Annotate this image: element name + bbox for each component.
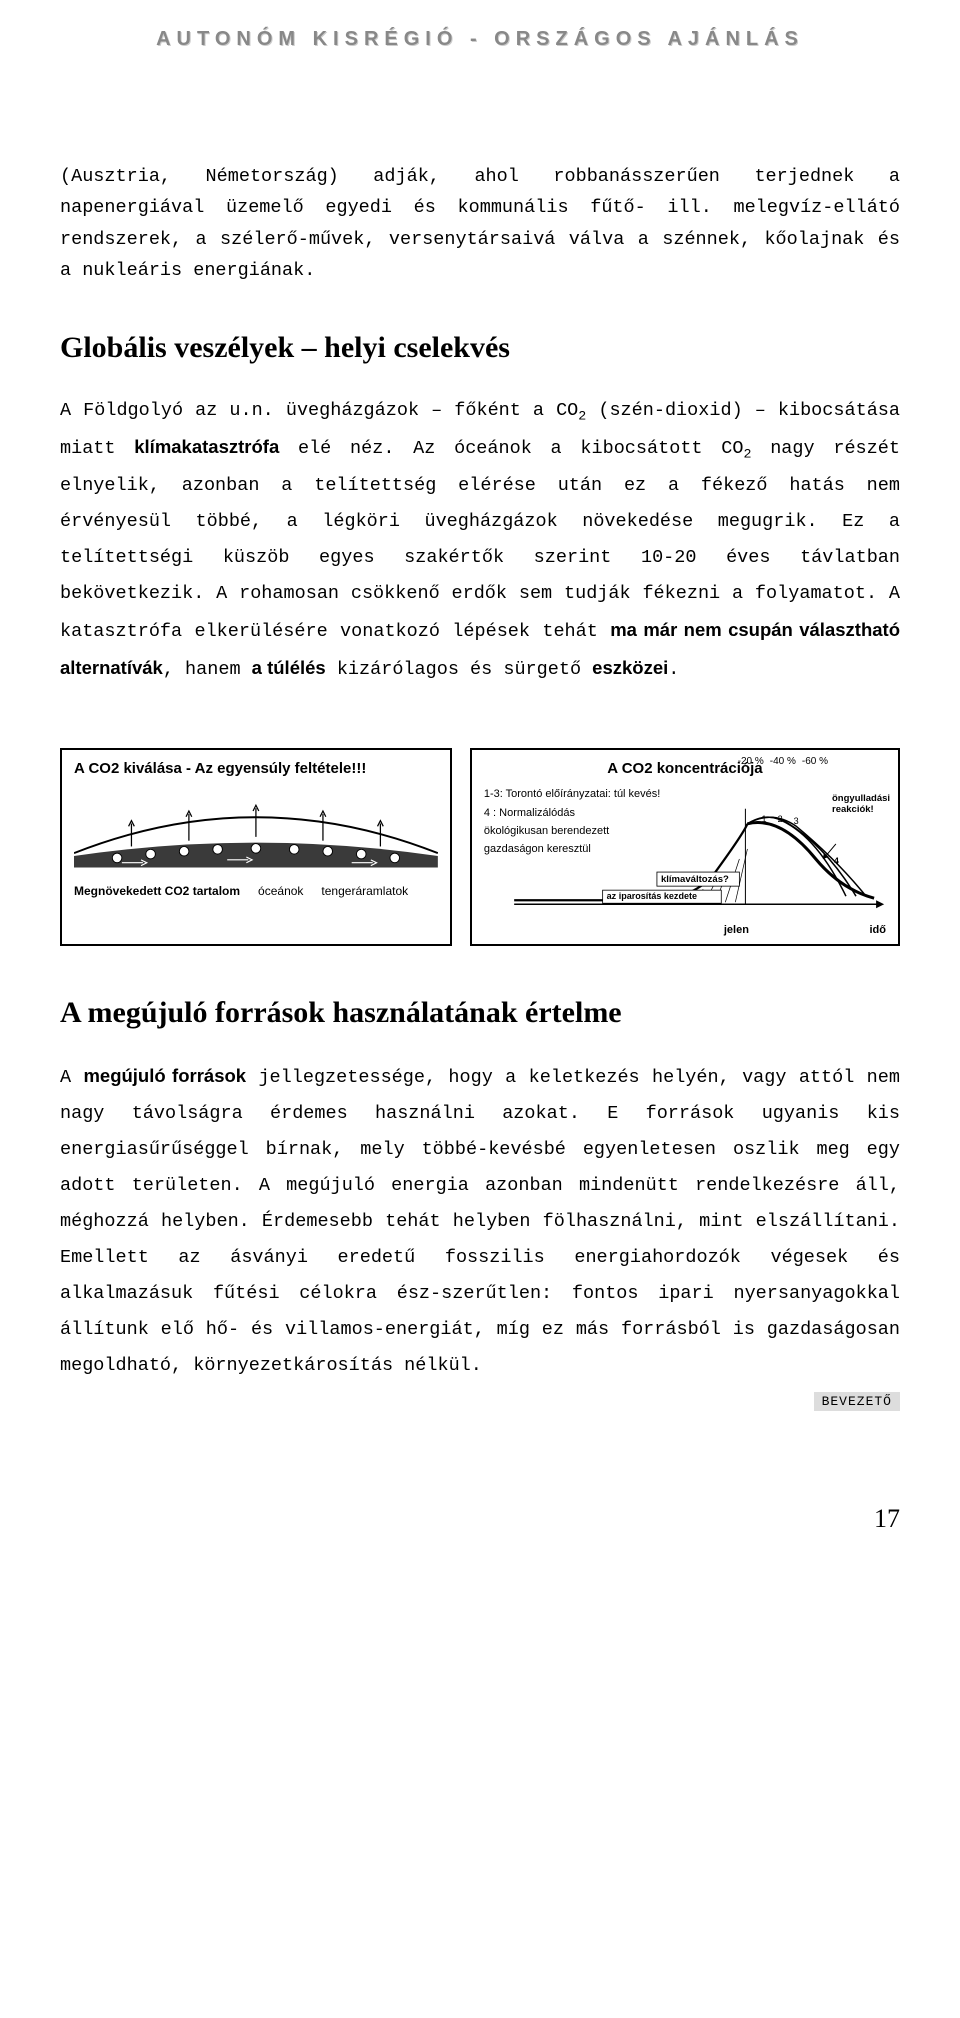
bold: a túlélés [252, 657, 326, 678]
bold: klímakatasztrófa [134, 436, 279, 457]
n1: 1 [761, 813, 766, 823]
x-axis-labels: jelen idő [484, 924, 886, 936]
heading-renewable: A megújuló források használatának értelm… [60, 996, 900, 1030]
ongy: öngyulladási reakciók! [832, 794, 890, 815]
bold: eszközei [592, 657, 668, 678]
pct: -20 % [738, 756, 764, 767]
text: A Földgolyó az u.n. üvegházgázok – főkén… [60, 400, 578, 421]
xlab2: idő [870, 924, 887, 936]
n4: 4 [834, 856, 839, 866]
legend-3: tengeráramlatok [321, 884, 408, 898]
footer-tag: BEVEZETŐ [814, 1392, 900, 1411]
diagram-right: A CO2 koncentrációja -20 % -40 % -60 % 1… [470, 748, 900, 945]
diagram-left-title: A CO2 kiválása - Az egyensúly feltétele!… [74, 760, 438, 777]
n3: 3 [794, 815, 799, 825]
page-number: 17 [60, 1504, 900, 1534]
diagram-row: A CO2 kiválása - Az egyensúly feltétele!… [60, 748, 900, 945]
text: , hanem [163, 659, 252, 680]
text: kizárólagos és sürgető [326, 659, 592, 680]
ongy2: reakciók! [832, 804, 874, 815]
intro-paragraph: (Ausztria, Németország) adják, ahol robb… [60, 161, 900, 287]
ipar: az iparosítás kezdete [607, 891, 697, 901]
page-header: AUTONÓM KISRÉGIÓ - ORSZÁGOS AJÁNLÁS [60, 28, 900, 51]
legend-1: Megnövekedett CO2 tartalom [74, 884, 240, 898]
body-para-2: A megújuló források jellegzetessége, hog… [60, 1058, 900, 1385]
n2: 2 [777, 813, 782, 823]
klima: klímaváltozás? [661, 874, 729, 885]
atmosphere-svg [74, 799, 438, 869]
heading-global: Globális veszélyek – helyi cselekvés [60, 331, 900, 365]
text: elé néz. Az óceánok a kibocsátott CO [279, 438, 743, 459]
pct: -60 % [802, 756, 828, 767]
curve-svg: 1 2 3 4 klímaváltozás? az iparosítás kez… [484, 799, 886, 919]
text: . [668, 659, 679, 680]
text: nagy részét elnyelik, azonban a telített… [60, 438, 900, 642]
pct: -40 % [770, 756, 796, 767]
ongy1: öngyulladási [832, 793, 890, 804]
legend-2: óceánok [258, 884, 303, 898]
diagram-left: A CO2 kiválása - Az egyensúly feltétele!… [60, 748, 452, 945]
pct-labels: -20 % -40 % -60 % [738, 756, 828, 767]
xlab1: jelen [724, 924, 749, 936]
legend-row: Megnövekedett CO2 tartalom óceánok tenge… [74, 884, 438, 898]
bold: megújuló források [83, 1065, 246, 1086]
body-para-1: A Földgolyó az u.n. üvegházgázok – főkén… [60, 393, 900, 689]
text: A [60, 1067, 83, 1088]
text: jellegzetessége, hogy a keletkezés helyé… [60, 1067, 900, 1377]
